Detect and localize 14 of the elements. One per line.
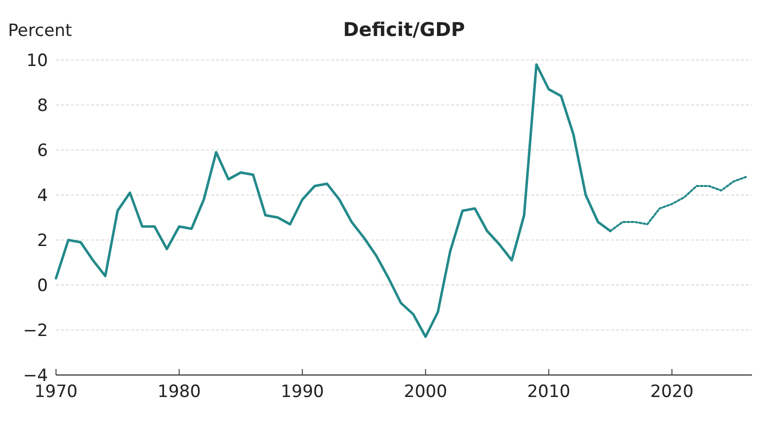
- y-tick-label: 2: [37, 230, 48, 251]
- x-tick-label: 2020: [650, 382, 694, 402]
- y-tick-label: −2: [22, 320, 48, 341]
- x-tick-label: 2010: [527, 382, 570, 402]
- y-axis-title: Percent: [8, 21, 72, 41]
- y-tick-label: 4: [37, 186, 48, 206]
- y-tick-label: 6: [37, 140, 48, 161]
- chart-title: Deficit/GDP: [343, 19, 465, 41]
- y-tick-label: 8: [37, 96, 48, 116]
- x-tick-label: 1990: [280, 382, 324, 402]
- x-tick-label: 1980: [158, 382, 201, 402]
- x-tick-label: 2000: [404, 382, 448, 402]
- y-tick-label: 10: [26, 50, 48, 71]
- y-tick-label: 0: [37, 276, 48, 296]
